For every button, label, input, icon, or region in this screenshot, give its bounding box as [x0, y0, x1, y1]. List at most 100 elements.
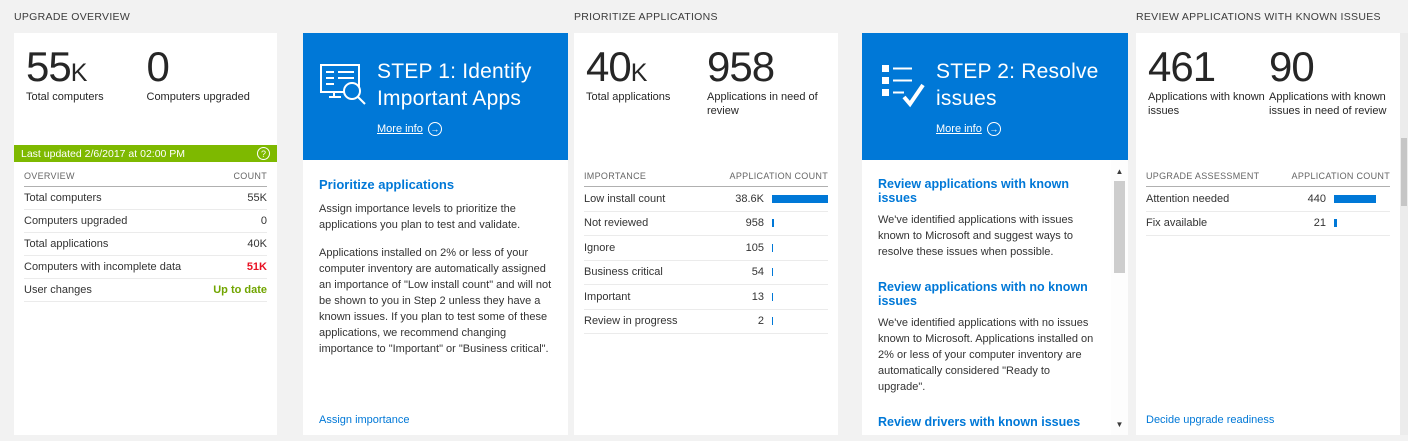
- column-header-application-count: APPLICATION COUNT: [729, 171, 828, 181]
- count-bar: [772, 194, 828, 203]
- step1-header-text: STEP 1: Identify Important Apps More inf…: [377, 58, 556, 160]
- bar-area: [772, 292, 828, 301]
- row-value: 40K: [247, 238, 267, 250]
- table-row[interactable]: Ignore 105: [584, 236, 828, 261]
- step1-paragraph-1: Assign importance levels to prioritize t…: [319, 203, 521, 231]
- row-label: Attention needed: [1146, 192, 1230, 205]
- row-value: 54: [751, 266, 764, 279]
- bar-area: [772, 243, 828, 252]
- more-info-label: More info: [377, 122, 423, 135]
- decide-upgrade-readiness-link[interactable]: Decide upgrade readiness: [1146, 414, 1275, 426]
- count-bar: [1334, 194, 1376, 203]
- table-row[interactable]: Total computers 55K: [24, 187, 267, 210]
- row-value: 21: [1313, 217, 1326, 230]
- count-bar: [772, 292, 773, 301]
- stat-apps-known-issues-label: Applications with known issues: [1148, 90, 1265, 117]
- table-row[interactable]: Low install count 38.6K: [584, 187, 828, 212]
- row-label: Computers with incomplete data: [24, 261, 182, 273]
- importance-table-header: IMPORTANCE APPLICATION COUNT: [584, 171, 828, 187]
- table-row[interactable]: User changes Up to date: [24, 279, 267, 302]
- step2-section: Review applications with no known issues…: [878, 280, 1100, 396]
- row-value: 38.6K: [735, 192, 764, 205]
- arrow-right-icon: →: [427, 121, 442, 136]
- stat-apps-known-issues[interactable]: 461 Applications with known issues: [1148, 43, 1269, 118]
- upgrade-overview-card: 55K Total computers 0 Computers upgraded…: [14, 33, 277, 435]
- importance-table: IMPORTANCE APPLICATION COUNT Low install…: [584, 171, 828, 334]
- bar-area: [772, 194, 828, 203]
- review-drivers-known-issues-link[interactable]: Review drivers with known issues: [878, 414, 1081, 429]
- prioritize-applications-heading: Prioritize applications: [319, 177, 455, 192]
- row-label: Ignore: [584, 241, 616, 254]
- row-value-ok: Up to date: [213, 284, 267, 296]
- row-label: Low install count: [584, 192, 666, 205]
- row-label: Total applications: [24, 238, 109, 250]
- table-row[interactable]: Attention needed 440: [1146, 187, 1390, 212]
- scroll-down-icon[interactable]: ▼: [1115, 419, 1124, 429]
- scroll-up-icon[interactable]: ▲: [1115, 166, 1124, 176]
- stat-apps-issues-need-review[interactable]: 90 Applications with known issues in nee…: [1269, 45, 1390, 118]
- identify-apps-icon: [319, 58, 377, 160]
- count-bar: [772, 219, 775, 228]
- bar-area: [1334, 194, 1390, 203]
- section-header-review-applications: REVIEW APPLICATIONS WITH KNOWN ISSUES: [1136, 11, 1381, 23]
- scrollbar-thumb[interactable]: [1114, 181, 1125, 273]
- page-scrollbar-thumb[interactable]: [1401, 138, 1407, 206]
- stat-total-computers-value: 55K: [26, 45, 147, 89]
- overview-table: OVERVIEW COUNT Total computers 55K Compu…: [24, 171, 267, 302]
- table-row[interactable]: Review in progress 2: [584, 310, 828, 334]
- upgrade-assessment-table-header: UPGRADE ASSESSMENT APPLICATION COUNT: [1146, 171, 1390, 187]
- row-value: 0: [260, 215, 267, 227]
- page-scrollbar[interactable]: [1400, 33, 1408, 435]
- help-icon[interactable]: ?: [257, 147, 270, 160]
- stat-number: 0: [146, 43, 170, 90]
- table-row[interactable]: Computers upgraded 0: [24, 210, 267, 233]
- step1-more-info-link[interactable]: More info →: [377, 121, 442, 136]
- review-stats: 461 Applications with known issues 90 Ap…: [1136, 33, 1400, 118]
- assign-importance-link[interactable]: Assign importance: [319, 414, 410, 426]
- table-row[interactable]: Computers with incomplete data 51K: [24, 256, 267, 279]
- row-label: Important: [584, 290, 631, 303]
- stat-apps-need-review-value: 958: [707, 45, 828, 89]
- stat-total-applications-label: Total applications: [586, 90, 671, 103]
- section-header-prioritize-applications: PRIORITIZE APPLICATIONS: [574, 11, 718, 23]
- step1-card: STEP 1: Identify Important Apps More inf…: [303, 33, 568, 435]
- step2-section: Review drivers with known issues We've i…: [878, 415, 1100, 436]
- prioritize-stats: 40K Total applications 958 Applications …: [574, 33, 838, 118]
- table-row[interactable]: Business critical 54: [584, 261, 828, 285]
- step2-scrollbar: ▲ ▼: [1111, 160, 1128, 435]
- upgrade-assessment-table: UPGRADE ASSESSMENT APPLICATION COUNT Att…: [1146, 171, 1390, 236]
- count-bar: [772, 268, 774, 277]
- table-row[interactable]: Total applications 40K: [24, 233, 267, 256]
- step1-paragraph-2: Applications installed on 2% or less of …: [319, 246, 552, 355]
- row-label: Fix available: [1146, 217, 1208, 230]
- table-row[interactable]: Not reviewed 958: [584, 212, 828, 236]
- stat-total-applications[interactable]: 40K Total applications: [586, 45, 707, 118]
- section-header-upgrade-overview: UPGRADE OVERVIEW: [14, 11, 131, 23]
- table-row[interactable]: Fix available 21: [1146, 212, 1390, 236]
- step2-section-text: We've identified applications with no is…: [878, 316, 1094, 393]
- step2-body: Review applications with known issues We…: [862, 160, 1128, 435]
- table-row[interactable]: Important 13: [584, 285, 828, 310]
- row-value-alert: 51K: [246, 261, 267, 273]
- column-header-upgrade-assessment: UPGRADE ASSESSMENT: [1146, 171, 1260, 181]
- stat-computers-upgraded-label: Computers upgraded: [146, 90, 250, 103]
- step2-more-info-link[interactable]: More info →: [936, 121, 1001, 136]
- review-apps-known-issues-link[interactable]: Review applications with known issues: [878, 177, 1070, 205]
- stat-number: 461: [1148, 43, 1216, 90]
- row-label: Business critical: [584, 266, 663, 279]
- count-bar: [1334, 219, 1338, 228]
- last-updated-text: Last updated 2/6/2017 at 02:00 PM: [21, 147, 186, 160]
- review-apps-no-known-issues-link[interactable]: Review applications with no known issues: [878, 279, 1088, 308]
- stat-computers-upgraded[interactable]: 0 Computers upgraded: [146, 43, 268, 105]
- step1-title: STEP 1: Identify Important Apps: [377, 60, 532, 111]
- resolve-issues-icon: [878, 58, 936, 160]
- count-bar: [772, 317, 773, 326]
- bar-area: [772, 219, 828, 228]
- step2-title: STEP 2: Resolve issues: [936, 60, 1099, 111]
- row-label: Not reviewed: [584, 217, 649, 230]
- overview-table-header: OVERVIEW COUNT: [24, 171, 267, 187]
- stat-total-computers[interactable]: 55K Total computers: [26, 45, 147, 105]
- stat-apps-need-review[interactable]: 958 Applications in need of review: [707, 45, 828, 118]
- bar-area: [772, 268, 828, 277]
- column-header-count: COUNT: [233, 171, 267, 181]
